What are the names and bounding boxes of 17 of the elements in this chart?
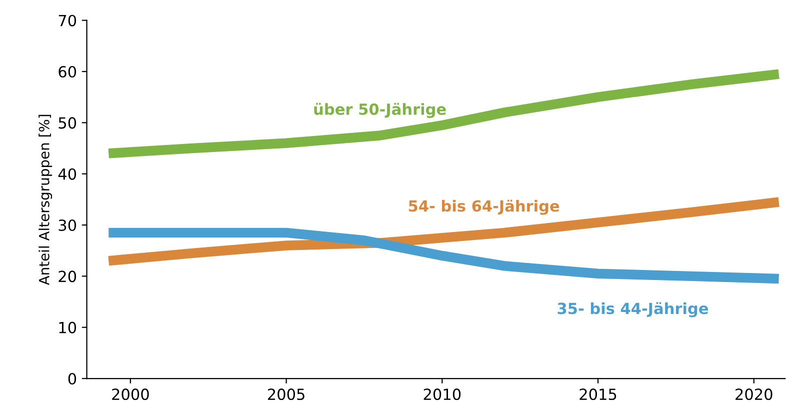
y-tick-label: 70	[58, 14, 76, 26]
x-tick-label: 2010	[424, 388, 461, 400]
y-tick-label: 20	[58, 270, 76, 282]
y-tick-label: 40	[58, 168, 76, 180]
y-axis-title: Anteil Altersgruppen [%]	[38, 114, 52, 286]
y-tick-label: 60	[58, 66, 76, 78]
y-tick-label: 0	[68, 372, 76, 385]
y-tick-label: 10	[59, 322, 76, 334]
y-tick-label: 30	[58, 219, 76, 232]
y-tick-label: 50	[58, 117, 76, 129]
series-label: 54- bis 64-Jährige	[408, 200, 560, 215]
x-tick-label: 2005	[268, 388, 304, 400]
x-tick-label: 2000	[112, 388, 149, 400]
series-label: 35- bis 44-Jährige	[558, 302, 708, 318]
x-tick-label: 2015	[580, 388, 616, 400]
series-label: über 50-Jährige	[314, 102, 446, 118]
x-tick-label: 2020	[736, 388, 772, 400]
